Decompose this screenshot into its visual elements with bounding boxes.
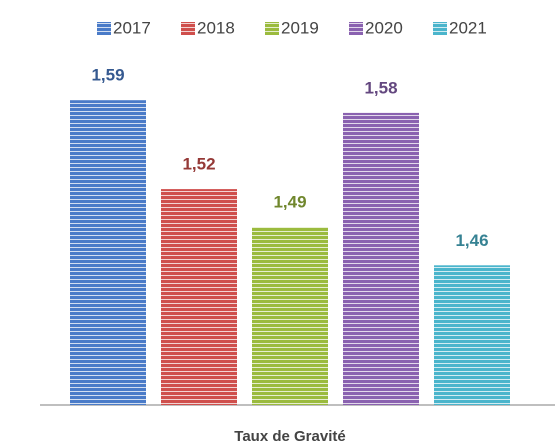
x-tick-label: Taux de Gravité <box>234 428 345 445</box>
bar <box>252 227 328 405</box>
bar <box>70 100 146 405</box>
bar <box>161 189 237 405</box>
value-label: 1,58 <box>364 78 397 97</box>
legend-text: 2018 <box>197 18 235 37</box>
legend-swatch <box>265 22 279 35</box>
legend-swatch <box>97 22 111 35</box>
value-label: 1,52 <box>182 155 215 174</box>
bar <box>434 265 510 405</box>
legend-text: 2021 <box>449 18 487 37</box>
legend-text: 2017 <box>113 18 151 37</box>
value-label: 1,59 <box>91 66 124 85</box>
legend-swatch <box>349 22 363 35</box>
value-label: 1,46 <box>455 231 488 250</box>
legend-swatch <box>181 22 195 35</box>
value-label: 1,49 <box>273 193 306 212</box>
legend-swatch <box>433 22 447 35</box>
legend-text: 2019 <box>281 18 319 37</box>
bar <box>343 112 419 406</box>
legend-text: 2020 <box>365 18 403 37</box>
